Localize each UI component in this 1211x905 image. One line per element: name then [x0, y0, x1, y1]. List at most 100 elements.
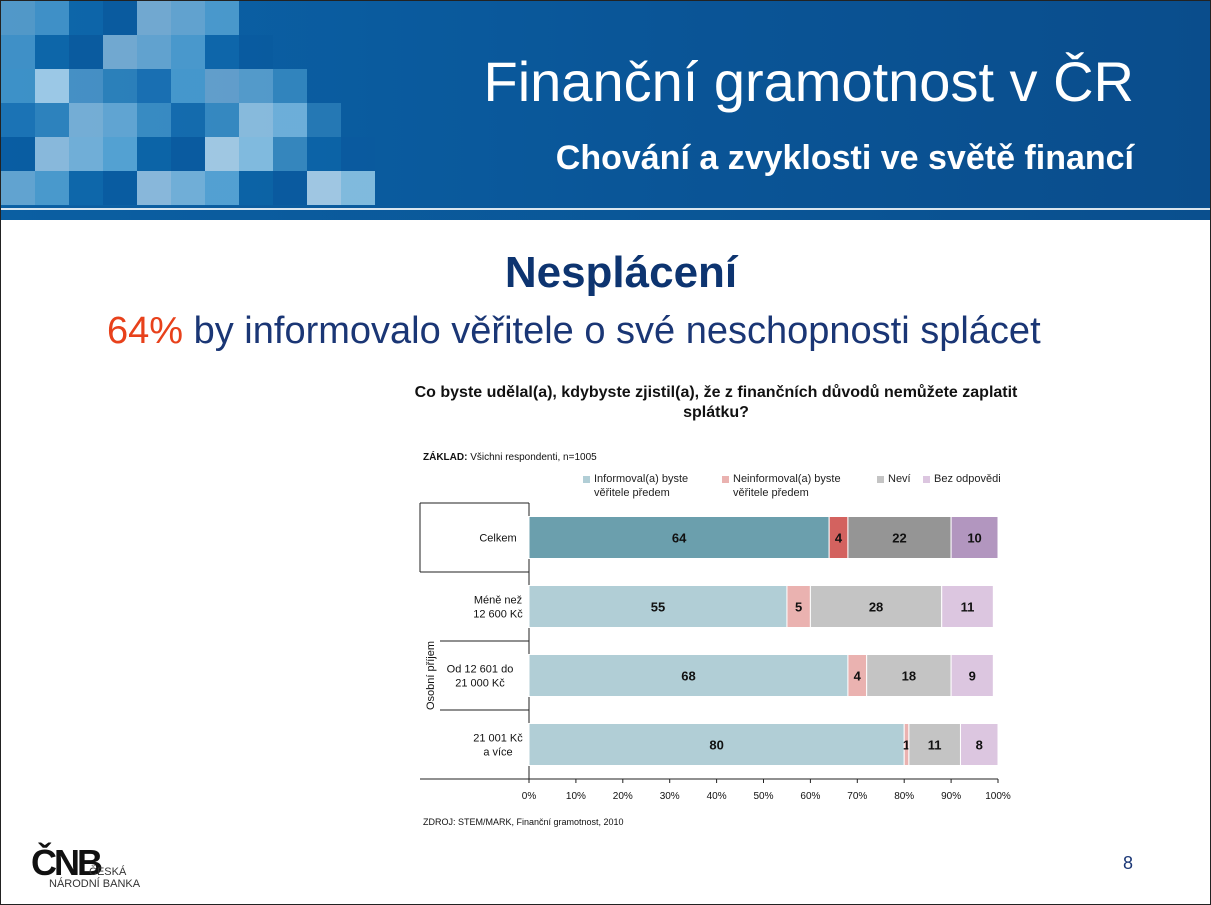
- bar-segment: [908, 723, 961, 766]
- legend-label: Neví: [888, 473, 911, 485]
- mosaic-tile: [35, 171, 69, 205]
- x-tick-label: 40%: [707, 791, 727, 802]
- mosaic-tile: [171, 1, 205, 35]
- legend-swatch: [923, 476, 930, 483]
- mosaic-tile: [205, 69, 239, 103]
- mosaic-tile: [103, 69, 137, 103]
- category-label: Celkem: [479, 533, 516, 545]
- slide-subtitle: Chování a zvyklosti ve světě financí: [555, 139, 1134, 177]
- mosaic-tile: [307, 137, 341, 171]
- lead-statement: 64% by informovalo věřitele o své nescho…: [107, 310, 1041, 353]
- legend-swatch: [722, 476, 729, 483]
- mosaic-tile: [171, 137, 205, 171]
- legend-swatch: [583, 476, 590, 483]
- data-label: 11: [928, 738, 942, 753]
- lead-percentage: 64%: [107, 310, 184, 352]
- bar-segment: [847, 516, 952, 559]
- x-tick-label: 90%: [941, 791, 961, 802]
- data-label: 4: [854, 669, 862, 684]
- data-label: 64: [672, 531, 687, 546]
- mosaic-tile: [69, 69, 103, 103]
- logo-line2: NÁRODNÍ BANKA: [49, 877, 141, 890]
- mosaic-tile: [137, 35, 171, 69]
- logo-line1: ČESKÁ: [89, 865, 127, 878]
- page-number: 8: [1123, 853, 1134, 873]
- data-label: 8: [976, 738, 983, 753]
- header-divider: [1, 206, 1210, 220]
- mosaic-tile: [171, 103, 205, 137]
- mosaic-tile: [1, 35, 35, 69]
- mosaic-tile: [35, 69, 69, 103]
- x-tick-label: 70%: [847, 791, 867, 802]
- data-label: 11: [961, 600, 975, 615]
- mosaic-tile: [205, 137, 239, 171]
- bar-segment: [903, 723, 910, 766]
- data-label: 18: [902, 669, 916, 684]
- data-label: 55: [651, 600, 665, 615]
- bar-segment: [847, 654, 868, 697]
- mosaic-tile: [273, 137, 307, 171]
- bar-segment: [528, 516, 830, 559]
- cnb-logo-mark: ČNB ČESKÁ NÁRODNÍ BANKA: [31, 841, 141, 890]
- mosaic-tile: [137, 69, 171, 103]
- x-tick-label: 30%: [660, 791, 680, 802]
- slide-title: Finanční gramotnost v ČR: [483, 50, 1134, 113]
- mosaic-tile: [239, 171, 273, 205]
- mosaic-tile: [171, 35, 205, 69]
- mosaic-tile: [69, 103, 103, 137]
- bar-segment: [950, 516, 999, 559]
- mosaic-tile: [171, 69, 205, 103]
- section-heading: Nesplácení: [504, 248, 738, 297]
- x-tick-label: 10%: [566, 791, 586, 802]
- chart-base-label: ZÁKLAD:: [423, 452, 468, 463]
- category-label: 21 001 Kč: [473, 733, 523, 745]
- mosaic-tile: [35, 35, 69, 69]
- data-label: 28: [869, 600, 883, 615]
- mosaic-tile: [273, 69, 307, 103]
- chart-title: Co byste udělal(a), kdybyste zjistil(a),…: [414, 384, 1018, 421]
- bar-segment: [950, 654, 994, 697]
- mosaic-tile: [137, 1, 171, 35]
- mosaic-tile: [307, 171, 341, 205]
- mosaic-tile: [239, 69, 273, 103]
- mosaic-tile: [205, 171, 239, 205]
- mosaic-tile: [1, 137, 35, 171]
- data-label: 22: [892, 531, 906, 546]
- data-label: 1: [903, 738, 910, 753]
- x-tick-label: 100%: [985, 791, 1011, 802]
- chart-base-text: Všichni respondenti, n=1005: [467, 452, 597, 463]
- category-label: a více: [483, 747, 512, 759]
- x-tick-label: 20%: [613, 791, 633, 802]
- legend-label: Neinformoval(a) byste věřitele předem: [733, 473, 841, 499]
- legend-label: Informoval(a) byste věřitele předem: [594, 473, 689, 499]
- mosaic-tile: [1, 1, 35, 35]
- bar-segment: [941, 585, 994, 628]
- mosaic-tile: [205, 1, 239, 35]
- mosaic-tile: [103, 35, 137, 69]
- mosaic-tile: [205, 103, 239, 137]
- data-label: 4: [835, 531, 843, 546]
- mosaic-tile: [103, 103, 137, 137]
- mosaic-tile: [341, 137, 375, 171]
- lead-text: by informovalo věřitele o své neschopnos…: [183, 310, 1041, 352]
- mosaic-tile: [103, 171, 137, 205]
- chart-base: ZÁKLAD: Všichni respondenti, n=1005: [423, 452, 597, 463]
- mosaic-tile: [69, 171, 103, 205]
- mosaic-tile: [307, 103, 341, 137]
- bar-segment: [528, 654, 849, 697]
- cnb-logo: ČNB ČESKÁ NÁRODNÍ BANKA: [31, 841, 161, 896]
- mosaic-tile: [137, 171, 171, 205]
- data-label: 5: [795, 600, 802, 615]
- bar-segment: [528, 723, 905, 766]
- mosaic-tile: [273, 171, 307, 205]
- group-label: Osobní příjem: [425, 641, 437, 710]
- mosaic-tile: [35, 103, 69, 137]
- bar-segment: [828, 516, 849, 559]
- mosaic-tile: [273, 103, 307, 137]
- mosaic-tile: [1, 69, 35, 103]
- bar-segment: [786, 585, 811, 628]
- mosaic-tile: [171, 171, 205, 205]
- mosaic-tile: [69, 35, 103, 69]
- bar-segment: [866, 654, 952, 697]
